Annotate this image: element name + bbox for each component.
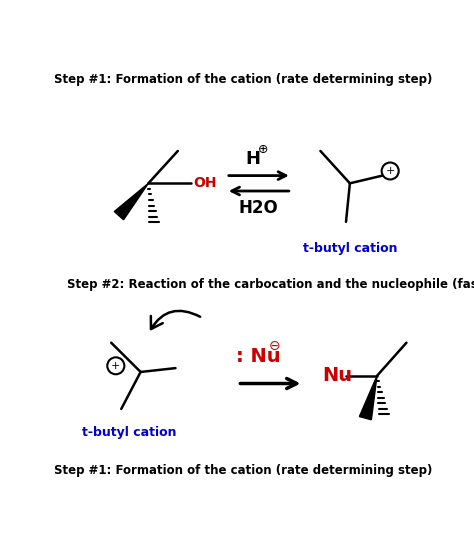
Text: +: + bbox=[111, 361, 120, 371]
Text: ⊖: ⊖ bbox=[269, 339, 281, 353]
Text: ⊕: ⊕ bbox=[258, 143, 269, 156]
Text: H: H bbox=[245, 150, 260, 168]
Text: +: + bbox=[385, 166, 395, 176]
Text: t-butyl cation: t-butyl cation bbox=[82, 425, 176, 439]
Text: Step #1: Formation of the cation (rate determining step): Step #1: Formation of the cation (rate d… bbox=[54, 73, 432, 86]
Text: Step #1: Formation of the cation (rate determining step): Step #1: Formation of the cation (rate d… bbox=[54, 464, 432, 478]
Text: Nu: Nu bbox=[323, 366, 353, 385]
FancyArrowPatch shape bbox=[151, 311, 200, 329]
Text: Step #2: Reaction of the carbocation and the nucleophile (fast step): Step #2: Reaction of the carbocation and… bbox=[67, 278, 474, 291]
Text: OH: OH bbox=[193, 176, 217, 190]
Polygon shape bbox=[114, 183, 148, 220]
Text: t-butyl cation: t-butyl cation bbox=[302, 243, 397, 255]
Text: : Nu: : Nu bbox=[236, 347, 281, 366]
Polygon shape bbox=[359, 376, 377, 420]
Text: H2O: H2O bbox=[239, 199, 279, 217]
